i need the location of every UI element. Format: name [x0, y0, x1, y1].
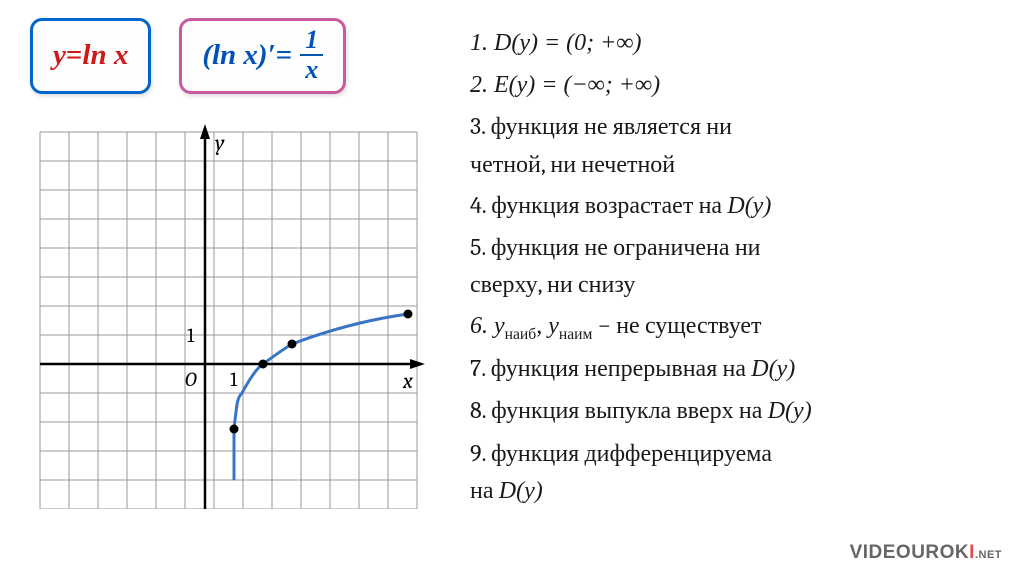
convexity-property: 8. функция выпукла вверх на D(y) [470, 392, 1004, 430]
formula-function: y = ln x [30, 18, 151, 94]
properties-list: 1. D(y) = (0; +∞) 2. E(y) = (−∞; +∞) 3. … [470, 24, 1004, 510]
formula1-eq: = [66, 39, 83, 72]
formula1-lhs: y [53, 39, 66, 72]
svg-text:O: O [185, 368, 197, 391]
bounded-property: 5. функция не ограничена ни сверху, ни с… [470, 229, 1004, 303]
domain-property: 1. D(y) = (0; +∞) [470, 24, 1004, 62]
svg-text:x: x [402, 368, 413, 394]
formula2-lhs: (ln x)′ [202, 39, 275, 72]
svg-text:1: 1 [230, 368, 238, 391]
formula1-rhs: ln x [82, 39, 128, 72]
extrema-property: 6. yнаиб, yнаим − не существует [470, 307, 1004, 346]
parity-property: 3. функция не является ни четной, ни неч… [470, 108, 1004, 182]
graph: y x O 1 1 [30, 124, 430, 524]
monotonic-property: 4. функция возрастает на D(y) [470, 187, 1004, 225]
graph-svg: y x O 1 1 [30, 124, 430, 509]
range-property: 2. E(y) = (−∞; +∞) [470, 66, 1004, 104]
watermark-part1: VIDEOUROK [850, 542, 970, 563]
fraction-num: 1 [300, 27, 323, 56]
fraction: 1 x [300, 27, 323, 83]
differentiable-property: 9. функция дифференцируема на D(y) [470, 435, 1004, 510]
continuity-property: 7. функция непрерывная на D(y) [470, 350, 1004, 388]
svg-text:1: 1 [187, 324, 195, 347]
watermark: VIDEOUROKI.NET [850, 542, 1002, 564]
svg-text:y: y [215, 130, 225, 156]
fraction-den: x [305, 56, 318, 83]
formula2-eq: = [276, 39, 293, 72]
formula-derivative: (ln x)′ = 1 x [179, 18, 346, 94]
watermark-part3: .NET [975, 549, 1002, 561]
